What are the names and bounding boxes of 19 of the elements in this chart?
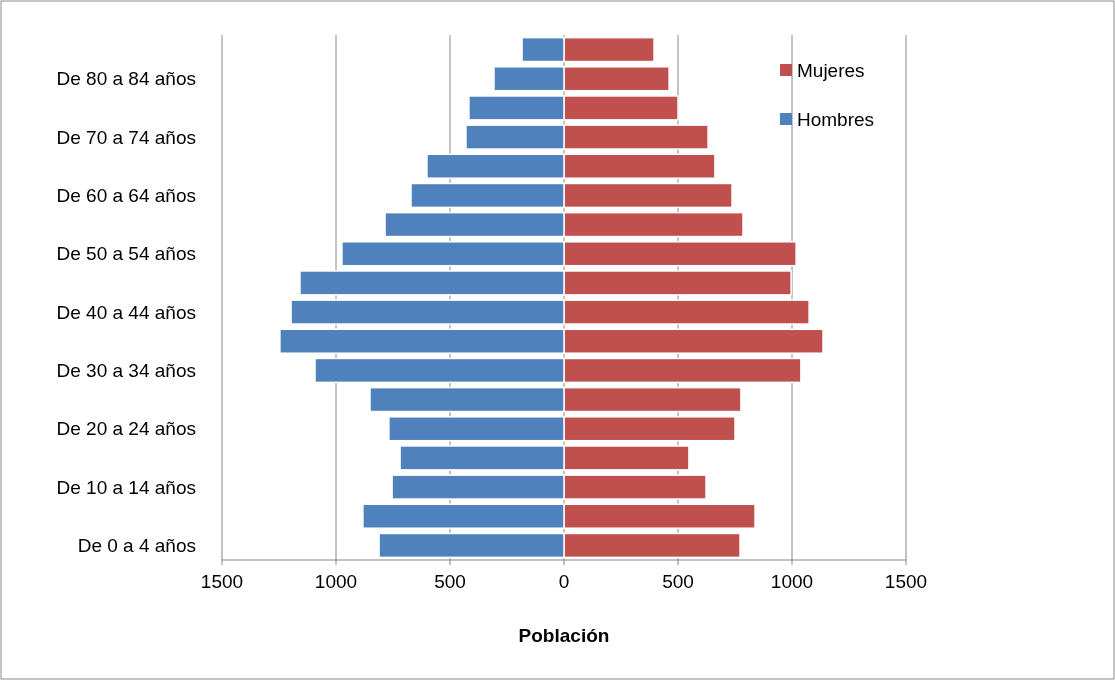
y-tick-label: De 60 a 64 años [56,184,196,206]
y-tick-label: De 30 a 34 años [56,359,196,381]
y-tick-label: De 0 a 4 años [77,534,196,556]
x-tick-label: 0 [558,571,570,592]
x-tick-label: 500 [662,571,694,592]
x-axis-title: Población [518,625,610,646]
x-tick-label: 1500 [200,571,244,592]
x-tick-label: 500 [434,571,466,592]
x-tick-label: 1500 [884,571,928,592]
y-tick-label: De 50 a 54 años [56,243,196,265]
y-tick-label: De 70 a 74 años [56,126,196,148]
y-tick-label: De 80 a 84 años [56,68,196,90]
legend-label: Hombres [797,108,875,130]
x-tick-label: 1000 [770,571,814,592]
y-tick-label: De 40 a 44 años [56,301,196,323]
y-tick-label: De 20 a 24 años [56,418,196,440]
legend-label: Mujeres [797,59,865,81]
y-tick-label: De 10 a 14 años [56,476,196,498]
x-tick-label: 1000 [314,571,358,592]
